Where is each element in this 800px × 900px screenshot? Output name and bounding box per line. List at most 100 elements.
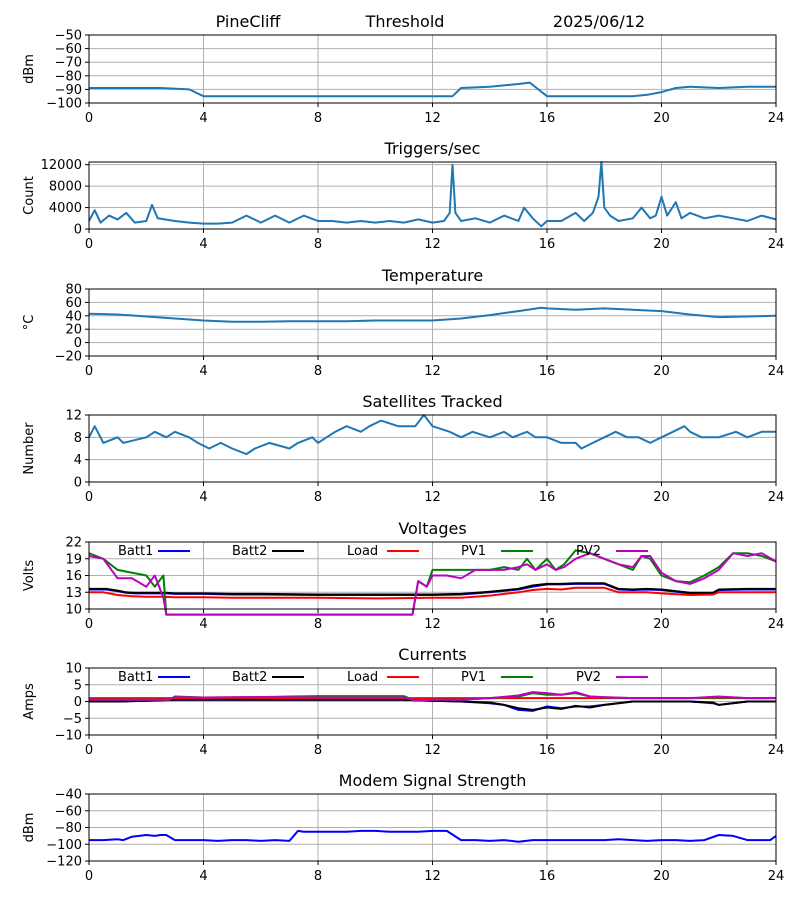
panel-2-y-tick-label: 0 [74,223,82,238]
panel-4-x-tick-label: 8 [314,490,322,505]
panel-6-x-tick-label: 12 [424,743,441,758]
panel-3-y-tick-label: −20 [55,350,82,365]
panel-7-x-tick-label: 16 [539,869,556,884]
panel-3-series-1-line [88,306,777,323]
panel-3-y-tick-label: 20 [65,323,82,338]
panel-7-x-tick-label: 8 [314,869,322,884]
panel-5-y-tick-label: 10 [65,603,82,618]
panel-3-x-tick-label: 16 [539,364,556,379]
panel-5-y-tick-label: 16 [65,569,82,584]
panel-6-legend-label: Load [347,670,378,685]
panel-2-x-tick-label: 12 [424,237,441,252]
panel-3-x-tick-label: 4 [199,364,207,379]
panel-6-y-axis-label: Amps [22,683,37,720]
panel-6-series-5-line [89,691,776,702]
panel-4-y-axis-label: Number [22,422,37,475]
panel-5-x-tick-label: 0 [85,617,93,632]
panel-5-y-tick-label: 22 [65,536,82,551]
panel-6-y-tick-label: −5 [63,712,82,727]
panel-2-series-1-line [88,161,777,228]
panel-5-y-tick-label: 19 [65,552,82,567]
panel-4-x-tick-label: 4 [199,490,207,505]
panel-1-y-tick-label: −90 [55,83,82,98]
panel-5-y-tick-label: 13 [65,586,82,601]
header-mode: Threshold [365,12,445,31]
panel-4-x-tick-label: 24 [768,490,785,505]
panel-6-title: Currents [398,645,466,664]
panel-5-x-tick-label: 8 [314,617,322,632]
panel-2-x-tick-label: 8 [314,237,322,252]
panel-4-series-1-line [88,414,776,456]
panel-3-y-tick-label: 60 [65,296,82,311]
panel-4-y-tick-label: 8 [74,431,82,446]
panel-5-y-axis-label: Volts [22,560,37,592]
panel-3-x-tick-label: 12 [424,364,441,379]
panel-4-x-tick-label: 12 [424,490,441,505]
panel-6-series-2-line [89,698,776,711]
panel-5-series-3-line [89,586,776,600]
panel-1-y-axis-label: dBm [22,54,37,84]
panel-5-legend-label: PV1 [461,544,486,559]
panel-6-y-tick-label: 5 [74,678,82,693]
panel-7-x-tick-label: 20 [653,869,670,884]
panel-5-legend-label: Batt1 [118,544,153,559]
panel-2-y-tick-label: 4000 [49,201,82,216]
panel-1-x-tick-label: 4 [199,111,207,126]
panel-7-y-tick-label: −120 [46,855,82,870]
panel-7-series-1-line [89,829,777,843]
panel-4-y-tick-label: 4 [74,453,82,468]
panel-2-x-tick-label: 20 [653,237,670,252]
panel-2-title: Triggers/sec [384,139,481,158]
panel-7-y-axis-label: dBm [22,813,37,843]
panel-6-x-tick-label: 24 [768,743,785,758]
panel-7-title: Modem Signal Strength [339,771,527,790]
panel-6-legend-label: PV1 [461,670,486,685]
panel-4-x-tick-label: 0 [85,490,93,505]
panel-3-x-tick-label: 24 [768,364,785,379]
panel-3-x-tick-label: 20 [653,364,670,379]
panel-3-x-tick-label: 8 [314,364,322,379]
panel-2-x-tick-label: 4 [199,237,207,252]
panel-3-title: Temperature [381,266,483,285]
panel-1-y-tick-label: −70 [55,56,82,71]
panel-6-y-tick-label: 0 [74,695,82,710]
header-station: PineCliff [216,12,282,31]
panel-7-y-tick-label: −60 [55,804,82,819]
panel-6-x-tick-label: 16 [539,743,556,758]
panel-5-legend-label: Batt2 [232,544,267,559]
panel-5-title: Voltages [398,519,466,538]
panel-4-y-tick-label: 0 [74,476,82,491]
panel-5-series-2-line [89,582,776,596]
panel-6-legend-label: Batt1 [118,670,153,685]
panel-1-y-tick-label: −80 [55,69,82,84]
panel-1-x-tick-label: 16 [539,111,556,126]
panel-7-x-tick-label: 0 [85,869,93,884]
panel-4-x-tick-label: 16 [539,490,556,505]
panel-2-y-axis-label: Count [22,176,37,215]
panel-5-x-tick-label: 4 [199,617,207,632]
panel-7-y-tick-label: −100 [46,838,82,853]
panel-4-y-tick-label: 12 [65,409,82,424]
panel-5-x-tick-label: 20 [653,617,670,632]
panel-6-y-tick-label: −10 [55,729,82,744]
panel-3-y-tick-label: 80 [65,283,82,298]
panel-7-x-tick-label: 24 [768,869,785,884]
panel-4-x-tick-label: 20 [653,490,670,505]
panel-2-y-tick-label: 12000 [41,158,82,173]
panel-5-x-tick-label: 16 [539,617,556,632]
panel-3-y-tick-label: 0 [74,336,82,351]
panel-5-x-tick-label: 12 [424,617,441,632]
panel-7-x-tick-label: 12 [424,869,441,884]
panel-1-y-tick-label: −60 [55,42,82,57]
panel-6-x-tick-label: 4 [199,743,207,758]
panel-3-y-tick-label: 40 [65,309,82,324]
panel-6-legend-label: PV2 [576,670,601,685]
panel-7-y-tick-label: −80 [55,821,82,836]
panel-5-legend-label: PV2 [576,544,601,559]
panel-5-series-5-line [88,552,777,616]
panel-2-x-tick-label: 0 [85,237,93,252]
panel-1-y-tick-label: −100 [46,97,82,112]
panel-6-x-tick-label: 8 [314,743,322,758]
panel-4-title: Satellites Tracked [362,392,502,411]
